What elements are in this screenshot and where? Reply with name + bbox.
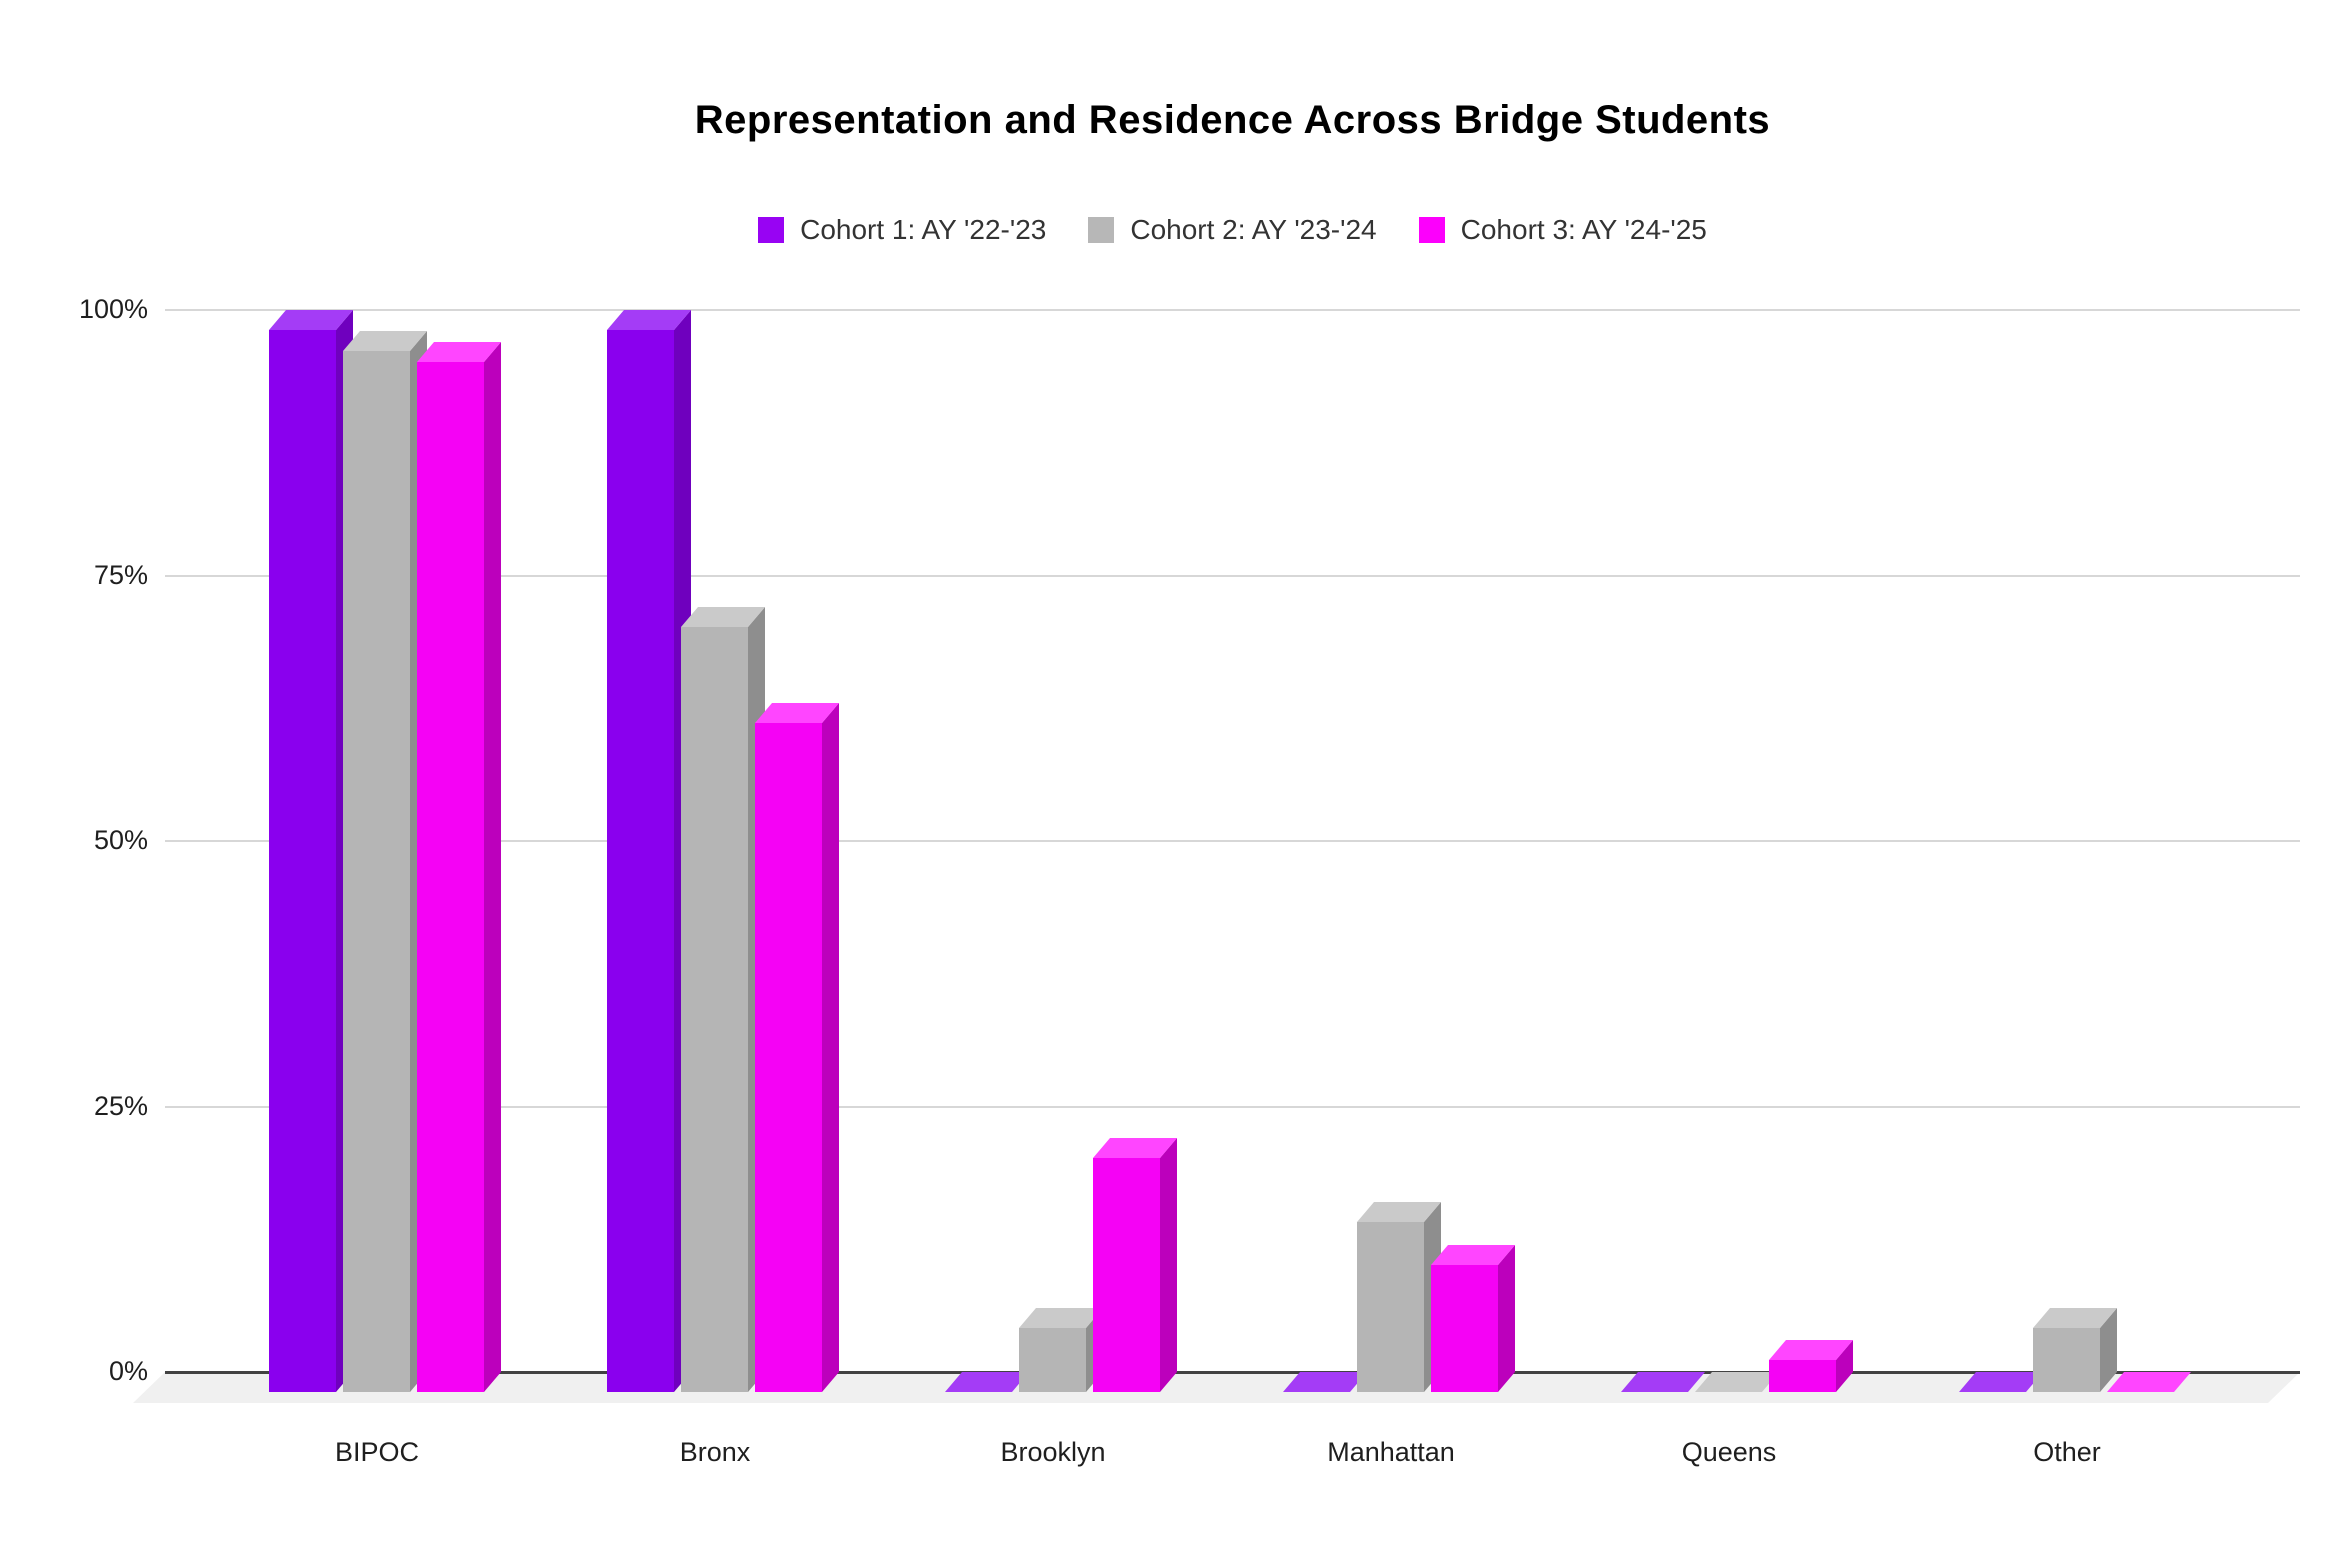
bar-c1-manhattan [1283, 0, 1516, 1560]
bar-front-face [417, 362, 484, 1392]
bar-group-queens [1621, 0, 1854, 1560]
bar-front-face [1093, 1158, 1160, 1392]
bar-group-bronx [607, 0, 840, 1560]
bar-top-face [755, 703, 839, 723]
y-axis-label: 50% [93, 825, 148, 855]
bar-c3-queens [1621, 0, 1854, 1560]
category-label: Bronx [679, 1437, 751, 1467]
x-axis-line [165, 1371, 2300, 1374]
legend-item-cohort-2: Cohort 2: AY '23-'24 [1088, 214, 1377, 246]
bar-side-face [2100, 1308, 2117, 1392]
bar-top-face [1431, 1245, 1515, 1265]
bar-side-face [1160, 1138, 1177, 1392]
gridline [165, 1105, 2300, 1108]
gridline [165, 309, 2300, 311]
bar-top-face [1019, 1308, 1103, 1328]
bar-top-face [607, 310, 691, 330]
y-axis-label: 25% [93, 1090, 148, 1121]
legend-label-cohort-3: Cohort 3: AY '24-'25 [1460, 214, 1707, 245]
bar-c3-manhattan [1283, 0, 1516, 1560]
bar-top-face [1621, 1372, 1705, 1392]
legend-label-cohort-2: Cohort 2: AY '23-'24 [1130, 214, 1377, 245]
legend: Cohort 1: AY '22-'23 Cohort 2: AY '23-'2… [165, 211, 2300, 249]
bar-side-face [1498, 1245, 1515, 1392]
bar-top-face [945, 1372, 1029, 1392]
y-axis-label: 75% [93, 559, 148, 590]
bar-top-face [1283, 1372, 1367, 1392]
y-axis-label: 100% [78, 294, 148, 324]
bar-front-face [755, 723, 822, 1392]
bar-c1-queens [1621, 0, 1854, 1560]
bar-front-face [607, 330, 674, 1392]
category-label: Brooklyn [1000, 1437, 1106, 1467]
bar-top-face [1959, 1372, 2043, 1392]
bar-top-face [1357, 1202, 1441, 1222]
bar-c3-brooklyn [945, 0, 1178, 1560]
category-label: Manhattan [1327, 1437, 1455, 1467]
bar-front-face [1431, 1265, 1498, 1392]
legend-item-cohort-3: Cohort 3: AY '24-'25 [1418, 214, 1707, 246]
gridline [165, 574, 2300, 577]
category-label: BIPOC [334, 1437, 420, 1467]
bar-top-face [417, 342, 501, 362]
category-label: Queens [1681, 1437, 1777, 1467]
bar-c3-bipoc [269, 0, 502, 1560]
bar-top-face [269, 310, 353, 330]
chart-title: Representation and Residence Across Brid… [694, 98, 1771, 142]
legend-swatch-cohort-1 [758, 217, 785, 243]
bar-front-face [1769, 1360, 1836, 1392]
bar-top-face [2033, 1308, 2117, 1328]
legend-swatch-cohort-2 [1088, 217, 1115, 243]
bar-top-face [1769, 1340, 1853, 1360]
bar-c1-other [1959, 0, 2192, 1560]
bar-front-face [681, 627, 748, 1392]
bar-c3-other [1959, 0, 2192, 1560]
bar-c2-other [1959, 0, 2192, 1560]
bar-side-face [822, 703, 839, 1392]
legend-swatch-cohort-3 [1418, 217, 1445, 243]
bar-front-face [1019, 1328, 1086, 1392]
bar-top-face [2107, 1372, 2191, 1392]
bar-group-other [1959, 0, 2192, 1560]
bar-front-face [1357, 1222, 1424, 1392]
category-label: Other [2033, 1437, 2101, 1467]
bar-top-face [1695, 1372, 1779, 1392]
bar-top-face [343, 331, 427, 351]
bar-side-face [484, 342, 501, 1392]
bar-group-manhattan [1283, 0, 1516, 1560]
bar-top-face [1093, 1138, 1177, 1158]
bar-c1-brooklyn [945, 0, 1178, 1560]
bar-group-brooklyn [945, 0, 1178, 1560]
bar-front-face [343, 351, 410, 1392]
bar-c3-bronx [607, 0, 840, 1560]
y-axis-label: 0% [108, 1356, 148, 1386]
bar-front-face [2033, 1328, 2100, 1392]
bar-c2-queens [1621, 0, 1854, 1560]
bar-group-bipoc [269, 0, 502, 1560]
bar-top-face [681, 607, 765, 627]
legend-item-cohort-1: Cohort 1: AY '22-'23 [758, 214, 1046, 246]
legend-label-cohort-1: Cohort 1: AY '22-'23 [800, 214, 1047, 245]
bar-front-face [269, 330, 336, 1392]
gridline [165, 840, 2300, 842]
